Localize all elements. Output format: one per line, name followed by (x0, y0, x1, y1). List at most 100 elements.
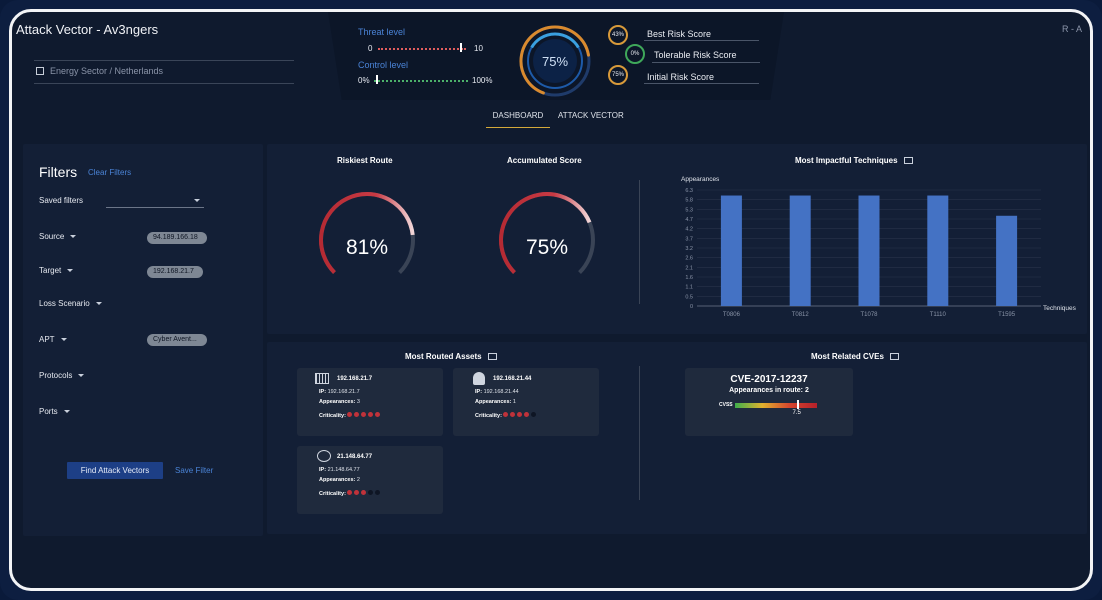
chevron-down-icon (194, 199, 200, 202)
divider (652, 62, 760, 63)
criticality-dot (375, 412, 381, 417)
asset-appearances: Appearances: 2 (319, 477, 360, 483)
y-tick-label: 3.2 (685, 246, 693, 252)
y-tick-label: 2.6 (685, 256, 693, 262)
asset-name: 21.148.64.77 (337, 454, 373, 460)
cve-card[interactable]: CVE-2017-12237 Appearances in route: 2 C… (685, 368, 853, 436)
control-level-track (374, 80, 468, 82)
criticality-dot (531, 412, 537, 417)
asset-card[interactable]: 21.148.64.77 IP: 21.148.64.77 Appearance… (297, 446, 443, 514)
y-tick-label: 5.8 (685, 198, 693, 204)
bar[interactable] (996, 215, 1018, 306)
bar[interactable] (720, 195, 742, 306)
cve-appearances: Appearances in route: 2 (729, 387, 809, 394)
monitor-icon[interactable] (889, 353, 899, 361)
asset-criticality: Criticality: (319, 490, 382, 497)
criticality-dot (354, 412, 360, 417)
loss-scenario-filter[interactable]: Loss Scenario (39, 299, 102, 308)
assets-cves-panel: Most Routed Assets 192.168.21.7 IP: 192.… (267, 342, 1087, 534)
threat-level-label: Threat level (358, 27, 406, 37)
tolerable-risk-label: Tolerable Risk Score (654, 50, 737, 60)
asset-appearances: Appearances: 3 (319, 399, 360, 405)
bar[interactable] (858, 195, 880, 306)
filters-title: Filters (39, 164, 78, 180)
tab-dashboard[interactable]: DASHBOARD (486, 111, 550, 128)
asset-criticality: Criticality: (475, 412, 538, 419)
initial-risk-label: Initial Risk Score (647, 72, 715, 82)
cve-id: CVE-2017-12237 (730, 374, 808, 385)
cves-title: Most Related CVEs (811, 352, 899, 361)
cvss-scale-bar (735, 403, 817, 408)
chevron-down-icon (60, 338, 67, 342)
location-text: Energy Sector / Netherlands (50, 66, 164, 76)
cvss-marker (796, 400, 799, 409)
network-nodes-icon (317, 450, 331, 462)
criticality-dot (517, 412, 523, 417)
user-initials[interactable]: R - A (1061, 24, 1082, 34)
source-filter[interactable]: Source (39, 232, 77, 241)
criticality-dot (361, 490, 367, 495)
divider (644, 83, 759, 84)
assets-title: Most Routed Assets (405, 352, 497, 361)
x-tick-label: T0812 (792, 312, 810, 318)
divider (644, 40, 759, 41)
save-filter-link[interactable]: Save Filter (175, 466, 214, 475)
chevron-down-icon (78, 374, 85, 378)
control-max: 100% (472, 76, 493, 85)
threat-max: 10 (474, 44, 483, 53)
chevron-down-icon (95, 302, 102, 306)
cvss-label: CVSS (719, 402, 733, 408)
y-tick-label: 3.7 (685, 236, 693, 242)
overall-risk-value: 75% (542, 54, 568, 69)
risk-score-best: 43% (608, 25, 628, 45)
source-value-pill[interactable]: 94.189.166.18 (147, 232, 207, 244)
threat-level-slider[interactable] (459, 43, 462, 52)
criticality-dot (347, 412, 353, 417)
bar[interactable] (927, 195, 949, 306)
criticality-dot (510, 412, 516, 417)
bar[interactable] (789, 195, 811, 306)
protocols-filter[interactable]: Protocols (39, 371, 85, 380)
divider (639, 180, 640, 304)
y-axis-label: Appearances (681, 176, 720, 183)
monitor-icon[interactable] (903, 157, 913, 165)
y-tick-label: 1.6 (685, 275, 693, 281)
ports-filter[interactable]: Ports (39, 407, 70, 416)
techniques-title: Most Impactful Techniques (795, 156, 913, 165)
criticality-dot (368, 490, 374, 495)
asset-ip: IP: 192.168.21.7 (319, 389, 360, 395)
target-filter[interactable]: Target (39, 266, 74, 275)
risk-score-tolerable: 0% (625, 44, 645, 64)
y-tick-label: 1.1 (685, 285, 693, 291)
asset-criticality: Criticality: (319, 412, 382, 419)
cvss-value: 7.5 (792, 410, 801, 416)
clear-filters-link[interactable]: Clear Filters (88, 168, 132, 177)
techniques-bar-chart: Appearances 0 0.5 1.1 1.6 2.1 2.6 3.2 3.7 4.2 4.7 5… (681, 176, 1077, 318)
control-level-label: Control level (358, 60, 409, 70)
filters-panel: Filters Clear Filters Saved filters Sour… (23, 144, 263, 536)
monitor-icon[interactable] (487, 353, 497, 361)
asset-appearances: Appearances: 1 (475, 399, 516, 405)
location-field[interactable]: Energy Sector / Netherlands (34, 60, 294, 84)
find-attack-vectors-button[interactable]: Find Attack Vectors (67, 462, 163, 479)
chevron-down-icon (67, 269, 74, 273)
asset-ip: IP: 21.148.64.77 (319, 467, 360, 473)
asset-card[interactable]: 192.168.21.7 IP: 192.168.21.7 Appearance… (297, 368, 443, 436)
asset-card[interactable]: 192.168.21.44 IP: 192.168.21.44 Appearan… (453, 368, 599, 436)
saved-filters-select[interactable] (106, 194, 204, 208)
app-window: Attack Vector - Av3ngers R - A Energy Se… (9, 9, 1093, 591)
threat-level-track (378, 48, 466, 50)
app-title: Attack Vector - Av3ngers (16, 22, 159, 37)
apt-value-pill[interactable]: Cyber Avent... (147, 334, 207, 346)
x-axis-label: Techniques (1043, 305, 1077, 312)
apt-filter[interactable]: APT (39, 335, 67, 344)
x-tick-label: T1078 (860, 312, 878, 318)
target-value-pill[interactable]: 192.168.21.7 (147, 266, 203, 278)
control-level-slider[interactable] (375, 75, 378, 84)
asset-ip: IP: 192.168.21.44 (475, 389, 519, 395)
y-tick-label: 0.5 (685, 294, 693, 300)
tab-attack-vector[interactable]: ATTACK VECTOR (558, 111, 624, 120)
accumulated-score-title: Accumulated Score (507, 156, 582, 165)
robot-arm-icon (473, 372, 485, 385)
